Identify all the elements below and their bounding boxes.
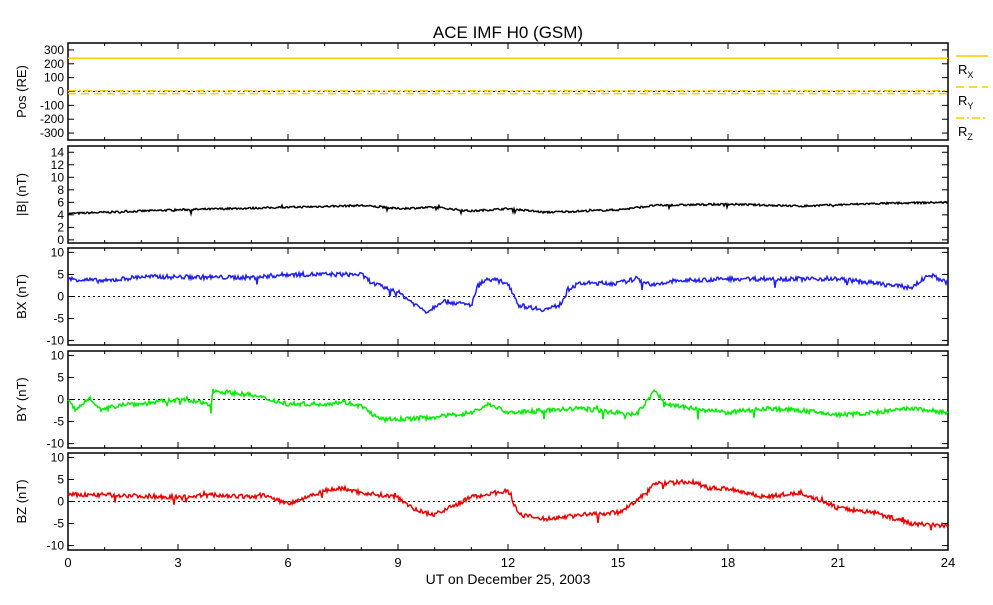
- y-tick-label: -10: [47, 437, 65, 451]
- series-line-by: [67, 388, 949, 424]
- y-tick-label: 0: [57, 495, 64, 509]
- y-tick-label: 10: [51, 245, 65, 259]
- y-axis-label: BX (nT): [14, 274, 29, 319]
- y-tick-label: 14: [51, 145, 65, 159]
- y-tick-label: 6: [57, 195, 64, 209]
- y-tick-label: 10: [51, 170, 65, 184]
- y-axis-label: |B| (nT): [14, 173, 29, 216]
- y-tick-label: 2: [57, 220, 64, 234]
- legend-label: RZ: [958, 124, 973, 142]
- y-tick-label: 200: [44, 57, 64, 71]
- y-tick-label: -5: [53, 415, 64, 429]
- legend-label: RY: [958, 93, 973, 111]
- y-tick-label: 10: [51, 450, 65, 464]
- y-tick-label: -200: [40, 112, 64, 126]
- y-tick-label: -5: [53, 312, 64, 326]
- series-line-bz: [67, 477, 949, 531]
- x-tick-label: 0: [64, 555, 71, 570]
- y-tick-label: 0: [57, 393, 64, 407]
- y-tick-label: 4: [57, 208, 64, 222]
- y-tick-label: -5: [53, 517, 64, 531]
- x-tick-label: 3: [174, 555, 181, 570]
- x-tick-label: 15: [611, 555, 625, 570]
- y-tick-label: 0: [57, 290, 64, 304]
- panel-frame: [67, 145, 949, 244]
- series-line-bx: [67, 269, 949, 315]
- legend-label: RX: [958, 62, 973, 80]
- y-tick-label: 5: [57, 370, 64, 384]
- y-tick-label: 300: [44, 43, 64, 57]
- y-axis-label: BZ (nT): [14, 479, 29, 523]
- x-tick-label: 18: [721, 555, 735, 570]
- x-tick-label: 24: [941, 555, 955, 570]
- y-axis-label: Pos (RE): [14, 65, 29, 118]
- y-tick-label: -10: [47, 334, 65, 348]
- series-line-|b|: [67, 200, 949, 217]
- y-tick-label: 12: [51, 158, 65, 172]
- y-tick-label: -100: [40, 98, 64, 112]
- x-tick-label: 9: [394, 555, 401, 570]
- x-tick-label: 6: [284, 555, 291, 570]
- y-tick-label: 0: [57, 233, 64, 247]
- x-tick-label: 21: [831, 555, 845, 570]
- x-axis-label: UT on December 25, 2003: [426, 571, 591, 587]
- x-tick-label: 12: [501, 555, 515, 570]
- y-tick-label: -10: [47, 539, 65, 553]
- y-axis-label: BY (nT): [14, 377, 29, 422]
- y-tick-label: -300: [40, 126, 64, 140]
- y-tick-label: 8: [57, 183, 64, 197]
- y-tick-label: 10: [51, 348, 65, 362]
- y-tick-label: 0: [57, 85, 64, 99]
- y-tick-label: 100: [44, 71, 64, 85]
- y-tick-label: 5: [57, 267, 64, 281]
- chart-title: ACE IMF H0 (GSM): [433, 23, 583, 42]
- y-tick-label: 5: [57, 472, 64, 486]
